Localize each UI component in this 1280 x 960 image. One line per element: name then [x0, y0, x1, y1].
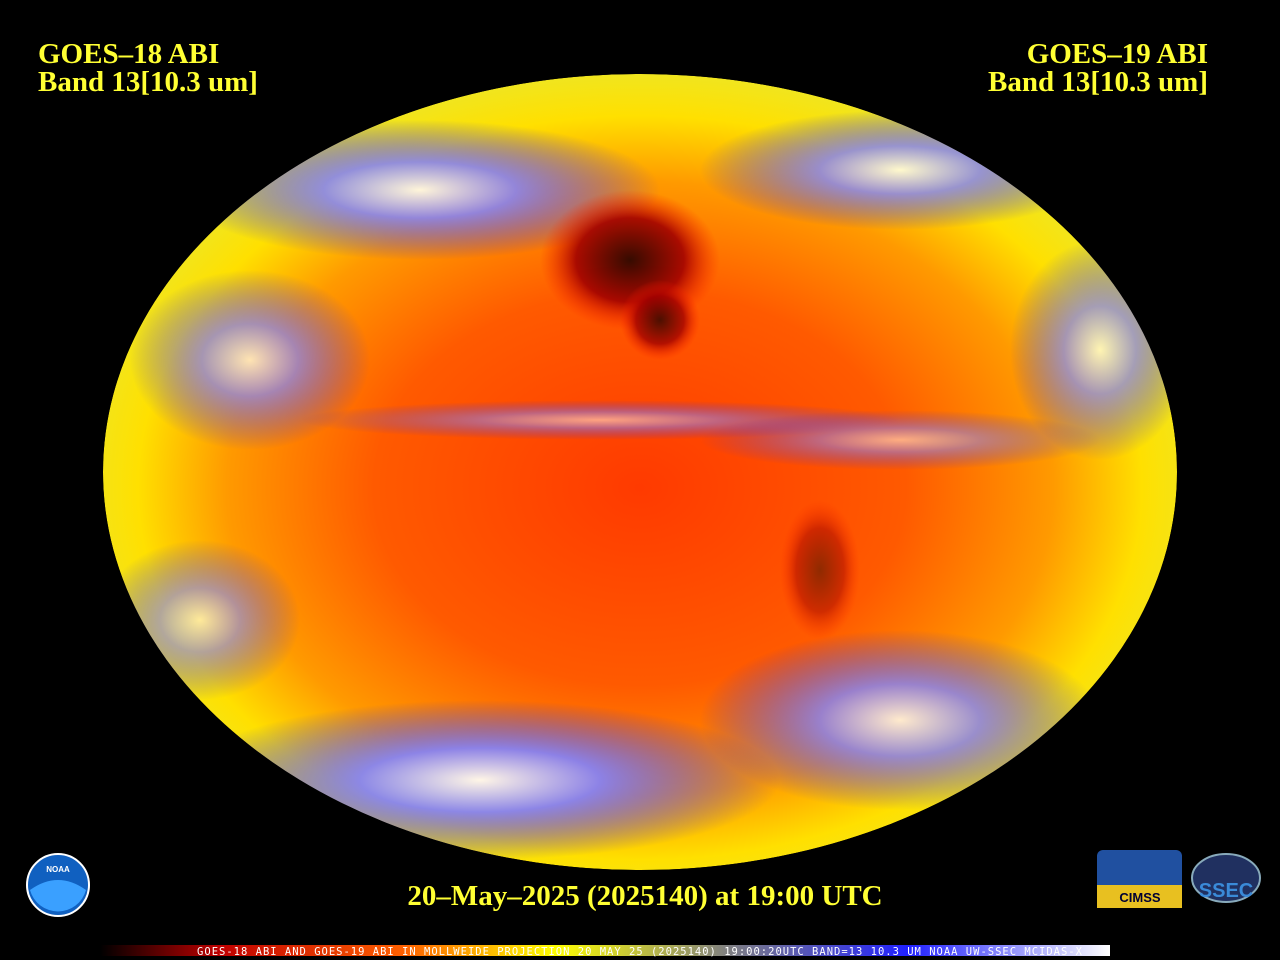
noaa-label: NOAA	[46, 865, 70, 874]
color-bar	[100, 945, 1110, 956]
timestamp: 20–May–2025 (2025140) at 19:00 UTC	[407, 880, 882, 912]
cimss-label: CIMSS	[1119, 890, 1161, 905]
noaa-logo: NOAA	[26, 853, 90, 917]
left-band: Band 13[10.3 um]	[38, 66, 258, 98]
ssec-logo: SSEC	[1191, 853, 1261, 903]
ssec-label: SSEC	[1199, 880, 1253, 902]
right-band: Band 13[10.3 um]	[988, 66, 1208, 98]
cimss-logo: CIMSS	[1097, 850, 1182, 908]
right-title: GOES–19 ABI	[1027, 38, 1208, 70]
footer-caption: GOES-18 ABI AND GOES-19 ABI IN MOLLWEIDE…	[197, 946, 1083, 958]
left-title: GOES–18 ABI	[38, 38, 219, 70]
earth-disk	[103, 74, 1177, 870]
